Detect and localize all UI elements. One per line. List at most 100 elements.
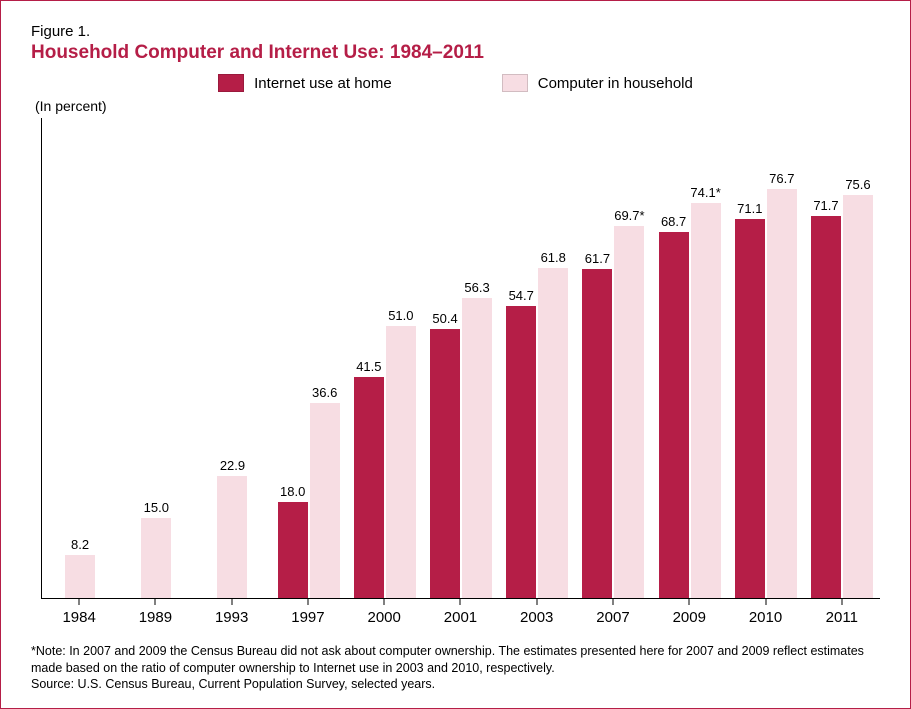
unit-label: (In percent) [31,98,880,114]
bar-internet-wrap: 71.1 [735,118,765,598]
bar-group: 22.9 [194,118,270,598]
bar-label: 36.6 [312,385,337,400]
bar-internet: 54.7 [506,306,536,598]
bar-internet: 41.5 [354,377,384,598]
figure-title: Household Computer and Internet Use: 198… [31,42,880,64]
bar-internet-wrap: 41.5 [354,118,384,598]
bar-computer-wrap: 74.1* [691,118,721,598]
bar-computer-wrap: 8.2 [65,118,95,598]
bar-group: 71.775.6 [804,118,880,598]
bar-label: 50.4 [432,311,457,326]
tick-label: 2009 [651,609,727,626]
x-tick: 2001 [422,599,498,635]
tick-label: 2007 [575,609,651,626]
bar-computer-wrap: 36.6 [310,118,340,598]
x-tick: 1984 [41,599,117,635]
tick-mark [460,599,461,605]
bar-computer-wrap: 75.6 [843,118,873,598]
chart-area: 8.215.022.918.036.641.551.050.456.354.76… [41,118,880,635]
bar-internet-wrap: 61.7 [582,118,612,598]
x-tick: 1989 [117,599,193,635]
tick-label: 2000 [346,609,422,626]
x-tick: 2009 [651,599,727,635]
tick-label: 1993 [194,609,270,626]
bar-label: 18.0 [280,484,305,499]
bar-group: 50.456.3 [423,118,499,598]
bar-computer: 75.6 [843,195,873,598]
bar-computer-wrap: 56.3 [462,118,492,598]
legend-label-computer: Computer in household [538,75,693,92]
legend-swatch-computer [502,74,528,92]
bar-internet: 68.7 [659,232,689,599]
bar-label: 22.9 [220,458,245,473]
tick-label: 2003 [499,609,575,626]
bar-label: 61.8 [541,250,566,265]
bar-label: 68.7 [661,214,686,229]
bar-computer: 51.0 [386,326,416,598]
bar-computer: 15.0 [141,518,171,598]
legend-item-computer: Computer in household [502,74,693,92]
bar-label: 69.7* [614,208,644,223]
bar-internet: 71.7 [811,216,841,599]
bar-computer-wrap: 69.7* [614,118,644,598]
bar-label: 41.5 [356,359,381,374]
bar-groups: 8.215.022.918.036.641.551.050.456.354.76… [42,118,880,598]
bar-internet-wrap: 50.4 [430,118,460,598]
bar-label: 56.3 [464,280,489,295]
x-tick: 2011 [804,599,880,635]
tick-mark [231,599,232,605]
tick-label: 2010 [727,609,803,626]
bar-group: 8.2 [42,118,118,598]
x-tick: 2003 [499,599,575,635]
bar-group: 15.0 [118,118,194,598]
bar-label: 54.7 [509,288,534,303]
tick-mark [384,599,385,605]
bar-computer-wrap: 51.0 [386,118,416,598]
x-tick: 1997 [270,599,346,635]
bar-group: 54.7 61.8 [499,118,575,598]
bar-internet: 50.4 [430,329,460,598]
legend-label-internet: Internet use at home [254,75,392,92]
tick-label: 1989 [117,609,193,626]
tick-label: 2011 [804,609,880,626]
tick-mark [79,599,80,605]
tick-label: 1997 [270,609,346,626]
bar-computer-wrap: 61.8 [538,118,568,598]
bar-group: 68.774.1* [652,118,728,598]
bar-group: 71.176.7 [728,118,804,598]
bar-label: 51.0 [388,308,413,323]
bar-internet-wrap: 68.7 [659,118,689,598]
bar-computer: 74.1* [691,203,721,598]
bar-computer: 76.7 [767,189,797,598]
tick-mark [536,599,537,605]
bar-label: 75.6 [845,177,870,192]
bar-label: 61.7 [585,251,610,266]
tick-mark [307,599,308,605]
tick-mark [841,599,842,605]
bar-label: 8.2 [71,537,89,552]
bar-label: 71.7 [813,198,838,213]
note-text: *Note: In 2007 and 2009 the Census Burea… [31,643,880,676]
legend-swatch-internet [218,74,244,92]
figure-container: Figure 1. Household Computer and Interne… [0,0,911,709]
bar-group: 61.769.7* [575,118,651,598]
figure-label: Figure 1. [31,23,880,40]
tick-mark [765,599,766,605]
x-tick: 2000 [346,599,422,635]
bar-group: 18.0 36.6 [271,118,347,598]
tick-label: 1984 [41,609,117,626]
plot: 8.215.022.918.036.641.551.050.456.354.76… [41,118,880,599]
bar-computer: 69.7* [614,226,644,598]
bar-internet-wrap: 18.0 [278,118,308,598]
bar-label: 15.0 [144,500,169,515]
bar-computer: 22.9 [217,476,247,598]
bar-label: 74.1* [690,185,720,200]
bar-internet: 61.7 [582,269,612,598]
bar-computer-wrap: 15.0 [141,118,171,598]
bar-computer: 56.3 [462,298,492,598]
x-tick: 1993 [194,599,270,635]
bar-internet-wrap: 54.7 [506,118,536,598]
tick-mark [612,599,613,605]
bar-internet: 71.1 [735,219,765,598]
bar-computer: 8.2 [65,555,95,599]
